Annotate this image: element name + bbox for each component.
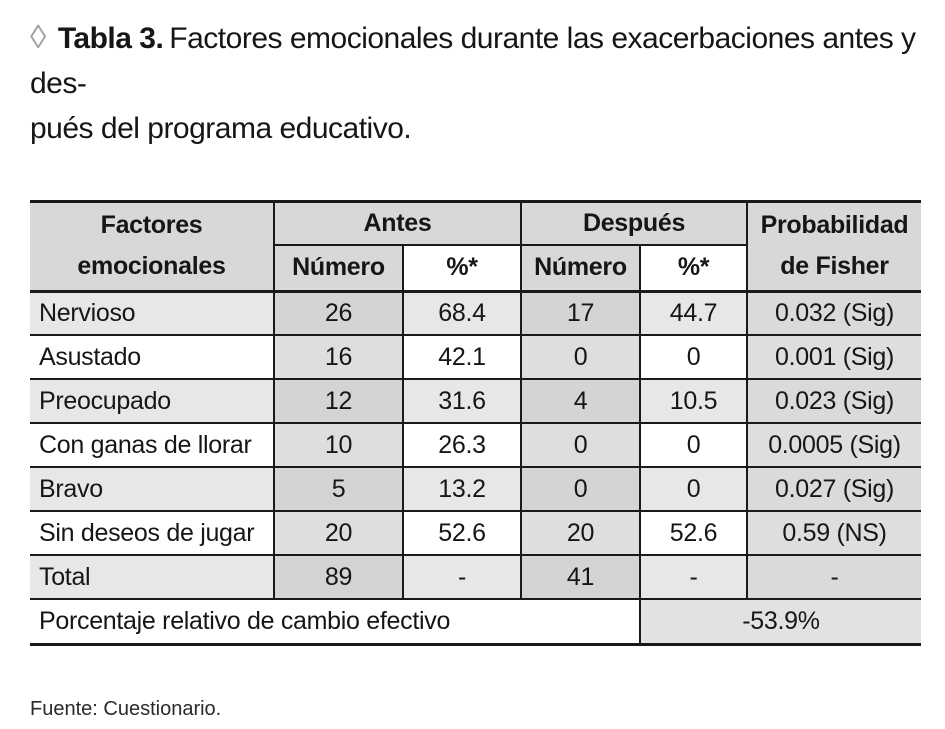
antes-numero-cell: 20 bbox=[273, 510, 404, 556]
antes-numero-cell: 5 bbox=[273, 466, 404, 512]
despues-numero-cell: 0 bbox=[520, 334, 641, 380]
antes-pct-cell: 68.4 bbox=[402, 290, 522, 336]
fisher-cell: 0.032 (Sig) bbox=[746, 290, 921, 336]
antes-numero-cell: 16 bbox=[273, 334, 404, 380]
header-antes-numero: Número bbox=[273, 244, 404, 293]
summary-row: Porcentaje relativo de cambio efectivo -… bbox=[30, 598, 921, 646]
despues-pct-cell: 44.7 bbox=[639, 290, 748, 336]
antes-numero-cell: 12 bbox=[273, 378, 404, 424]
despues-pct-cell: 0 bbox=[639, 334, 748, 380]
fisher-cell: 0.027 (Sig) bbox=[746, 466, 921, 512]
row-label-cell: Con ganas de llorar bbox=[30, 422, 275, 468]
header-row-groups: Factores emocionales Antes Después Proba… bbox=[30, 200, 921, 293]
diamond-icon: ◊ bbox=[30, 18, 46, 55]
antes-pct-cell: 26.3 bbox=[402, 422, 522, 468]
despues-numero-cell: 20 bbox=[520, 510, 641, 556]
despues-numero-cell: 0 bbox=[520, 466, 641, 512]
despues-pct-cell: - bbox=[639, 554, 748, 600]
antes-pct-cell: - bbox=[402, 554, 522, 600]
table-caption: ◊ Tabla 3. Factores emocionales durante la… bbox=[30, 14, 921, 151]
antes-numero-cell: 10 bbox=[273, 422, 404, 468]
header-factores: Factores emocionales bbox=[30, 200, 275, 293]
emotional-factors-table: Factores emocionales Antes Después Proba… bbox=[30, 200, 921, 646]
despues-numero-cell: 41 bbox=[520, 554, 641, 600]
header-antes: Antes bbox=[273, 200, 522, 246]
antes-numero-cell: 89 bbox=[273, 554, 404, 600]
antes-numero-cell: 26 bbox=[273, 290, 404, 336]
total-row: Total 89 - 41 - - bbox=[30, 554, 921, 600]
despues-pct-cell: 0 bbox=[639, 422, 748, 468]
source-note: Fuente: Cuestionario. bbox=[30, 697, 222, 720]
table-row: Sin deseos de jugar 20 52.6 20 52.6 0.59… bbox=[30, 510, 921, 556]
header-antes-pct: %* bbox=[402, 244, 522, 293]
despues-numero-cell: 17 bbox=[520, 290, 641, 336]
antes-pct-cell: 42.1 bbox=[402, 334, 522, 380]
row-label-cell: Asustado bbox=[30, 334, 275, 380]
header-fisher: Probabilidad de Fisher bbox=[746, 200, 921, 293]
table-row: Con ganas de llorar 10 26.3 0 0 0.0005 (… bbox=[30, 422, 921, 468]
summary-value-cell: -53.9% bbox=[639, 598, 921, 646]
summary-label-cell: Porcentaje relativo de cambio efectivo bbox=[30, 598, 641, 646]
fisher-cell: 0.59 (NS) bbox=[746, 510, 921, 556]
row-label-cell: Sin deseos de jugar bbox=[30, 510, 275, 556]
table-caption-line2: pués del programa educativo. bbox=[30, 112, 412, 145]
row-label-cell: Bravo bbox=[30, 466, 275, 512]
header-row-subcolumns: Número %* Número %* bbox=[30, 244, 921, 293]
row-label-cell: Nervioso bbox=[30, 290, 275, 336]
despues-pct-cell: 52.6 bbox=[639, 510, 748, 556]
fisher-cell: - bbox=[746, 554, 921, 600]
total-label-cell: Total bbox=[30, 554, 275, 600]
antes-pct-cell: 13.2 bbox=[402, 466, 522, 512]
table-caption-number: Tabla 3. bbox=[57, 22, 164, 55]
despues-numero-cell: 0 bbox=[520, 422, 641, 468]
row-label-cell: Preocupado bbox=[30, 378, 275, 424]
despues-numero-cell: 4 bbox=[520, 378, 641, 424]
header-despues-numero: Número bbox=[520, 244, 641, 293]
despues-pct-cell: 0 bbox=[639, 466, 748, 512]
header-despues-pct: %* bbox=[639, 244, 748, 293]
fisher-cell: 0.023 (Sig) bbox=[746, 378, 921, 424]
table-row: Nervioso 26 68.4 17 44.7 0.032 (Sig) bbox=[30, 290, 921, 336]
despues-pct-cell: 10.5 bbox=[639, 378, 748, 424]
antes-pct-cell: 52.6 bbox=[402, 510, 522, 556]
table-row: Asustado 16 42.1 0 0 0.001 (Sig) bbox=[30, 334, 921, 380]
fisher-cell: 0.0005 (Sig) bbox=[746, 422, 921, 468]
antes-pct-cell: 31.6 bbox=[402, 378, 522, 424]
table-row: Preocupado 12 31.6 4 10.5 0.023 (Sig) bbox=[30, 378, 921, 424]
header-despues: Después bbox=[520, 200, 748, 246]
table-caption-line1: Factores emocionales durante las exacerb… bbox=[30, 22, 916, 100]
table-row: Bravo 5 13.2 0 0 0.027 (Sig) bbox=[30, 466, 921, 512]
fisher-cell: 0.001 (Sig) bbox=[746, 334, 921, 380]
